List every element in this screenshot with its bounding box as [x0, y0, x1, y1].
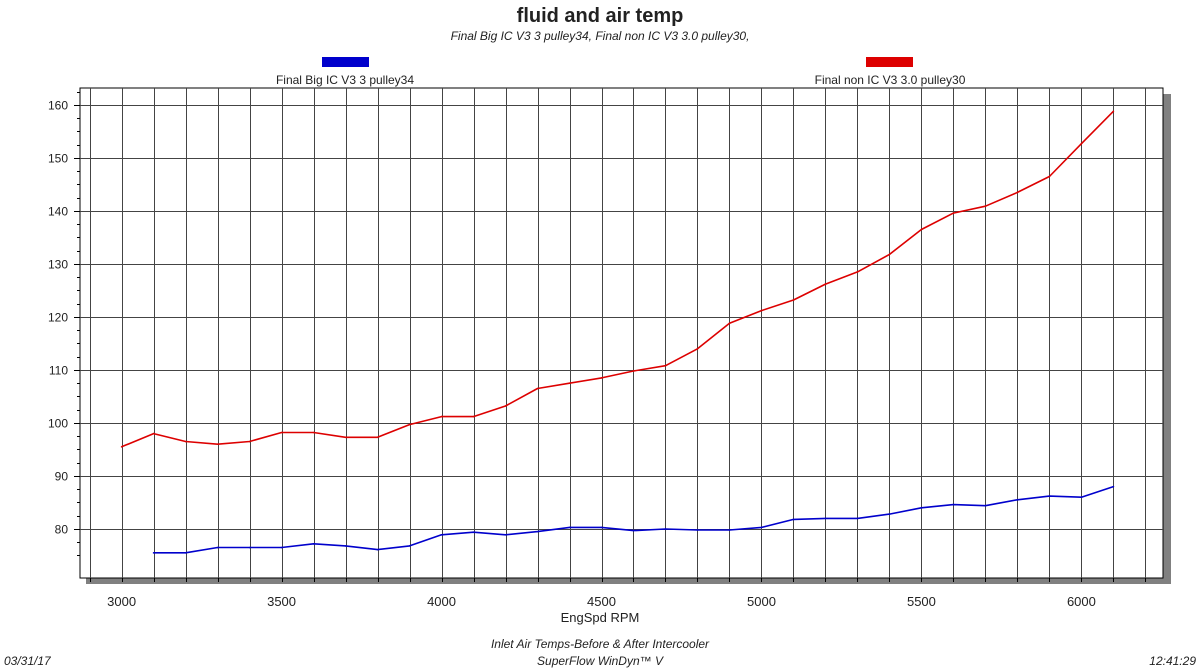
chart-subtitle: Final Big IC V3 3 pulley34, Final non IC…	[451, 29, 750, 43]
y-tick-label: 150	[48, 152, 68, 166]
footer-date: 03/31/17	[4, 654, 52, 668]
plot-area	[79, 87, 1164, 579]
legend-label-series-2: Final non IC V3 3.0 pulley30	[815, 73, 966, 87]
y-tick-label: 100	[48, 417, 68, 431]
data-point	[504, 405, 507, 407]
data-point	[696, 347, 699, 350]
data-point	[952, 212, 955, 214]
data-point	[984, 504, 987, 507]
footer-description: Inlet Air Temps-Before & After Intercool…	[491, 637, 710, 651]
data-point	[600, 377, 603, 379]
data-point	[1048, 495, 1051, 497]
data-point	[728, 529, 731, 531]
data-point	[376, 548, 379, 551]
x-axis-label: EngSpd RPM	[561, 610, 640, 625]
legend-swatch-series-2	[866, 57, 913, 67]
data-point	[152, 432, 155, 435]
data-point	[824, 517, 827, 520]
data-point	[920, 228, 923, 231]
y-tick-label: 140	[48, 205, 68, 219]
data-point	[568, 526, 571, 529]
data-point	[568, 382, 571, 385]
data-point	[440, 415, 443, 418]
y-tick-label: 90	[55, 470, 69, 484]
data-point	[696, 529, 699, 531]
legend-label-series-1: Final Big IC V3 3 pulley34	[276, 73, 414, 87]
data-point	[344, 436, 347, 439]
data-point	[856, 517, 859, 520]
chart-title: fluid and air temp	[517, 5, 684, 27]
x-tick-label: 3500	[267, 594, 296, 609]
data-point	[920, 506, 923, 509]
x-tick-label: 4500	[587, 594, 616, 609]
data-point	[376, 436, 379, 439]
data-point	[216, 546, 219, 549]
data-point	[632, 529, 635, 532]
data-point	[152, 552, 155, 554]
x-tick-label: 5500	[907, 594, 936, 609]
y-tick-label: 120	[48, 311, 68, 325]
data-point	[664, 364, 667, 367]
data-point	[888, 513, 891, 515]
x-tick-label: 5000	[747, 594, 776, 609]
x-tick-label: 4000	[427, 594, 456, 609]
data-point	[472, 415, 475, 418]
footer-time: 12:41:29	[1149, 654, 1196, 668]
data-point	[536, 530, 539, 533]
x-tick-label: 6000	[1067, 594, 1096, 609]
data-point	[664, 528, 667, 530]
data-point	[280, 546, 283, 549]
data-point	[888, 253, 891, 256]
y-tick-label: 110	[49, 364, 68, 378]
data-point	[1112, 485, 1115, 488]
data-point	[792, 518, 795, 521]
y-tick-label: 160	[48, 99, 68, 113]
data-point	[1016, 191, 1019, 194]
data-point	[312, 431, 315, 434]
data-point	[408, 423, 411, 426]
data-point	[536, 387, 539, 390]
data-point	[760, 526, 763, 529]
data-point	[824, 283, 827, 285]
series-line-2	[121, 110, 1114, 448]
x-tick-label: 3000	[107, 594, 136, 609]
data-point	[1080, 496, 1083, 498]
data-point	[248, 546, 251, 549]
data-point	[344, 545, 347, 547]
grid	[80, 88, 1163, 578]
data-point	[248, 440, 251, 443]
data-point	[760, 309, 763, 312]
data-point	[856, 271, 859, 273]
data-point	[120, 446, 123, 448]
data-point	[952, 503, 955, 506]
y-tick-label: 130	[48, 258, 68, 272]
data-point	[408, 545, 411, 547]
data-point	[632, 370, 635, 372]
data-point	[1080, 142, 1083, 145]
footer-software: SuperFlow WinDyn™ V	[537, 654, 664, 668]
data-point	[792, 299, 795, 301]
data-point	[440, 534, 443, 536]
legend-swatch-series-1	[322, 57, 369, 67]
data-point	[984, 205, 987, 207]
data-point	[1048, 175, 1051, 178]
axis-ticks: 80 90 100 110 120 130 140 150 160 3000 3500 4000 450…	[48, 92, 1146, 609]
data-point	[472, 531, 475, 533]
y-tick-label: 80	[55, 523, 69, 537]
data-point	[600, 526, 603, 529]
data-point	[728, 322, 731, 325]
data-point	[1016, 499, 1019, 501]
data-point	[504, 534, 507, 536]
data-point	[184, 440, 187, 443]
data-point	[312, 543, 315, 545]
data-point	[184, 552, 187, 554]
series-lines	[120, 110, 1115, 554]
legend: Final Big IC V3 3 pulley34 Final non IC …	[276, 57, 966, 87]
data-point	[1112, 110, 1115, 113]
data-point	[216, 443, 219, 445]
data-point	[280, 431, 283, 434]
